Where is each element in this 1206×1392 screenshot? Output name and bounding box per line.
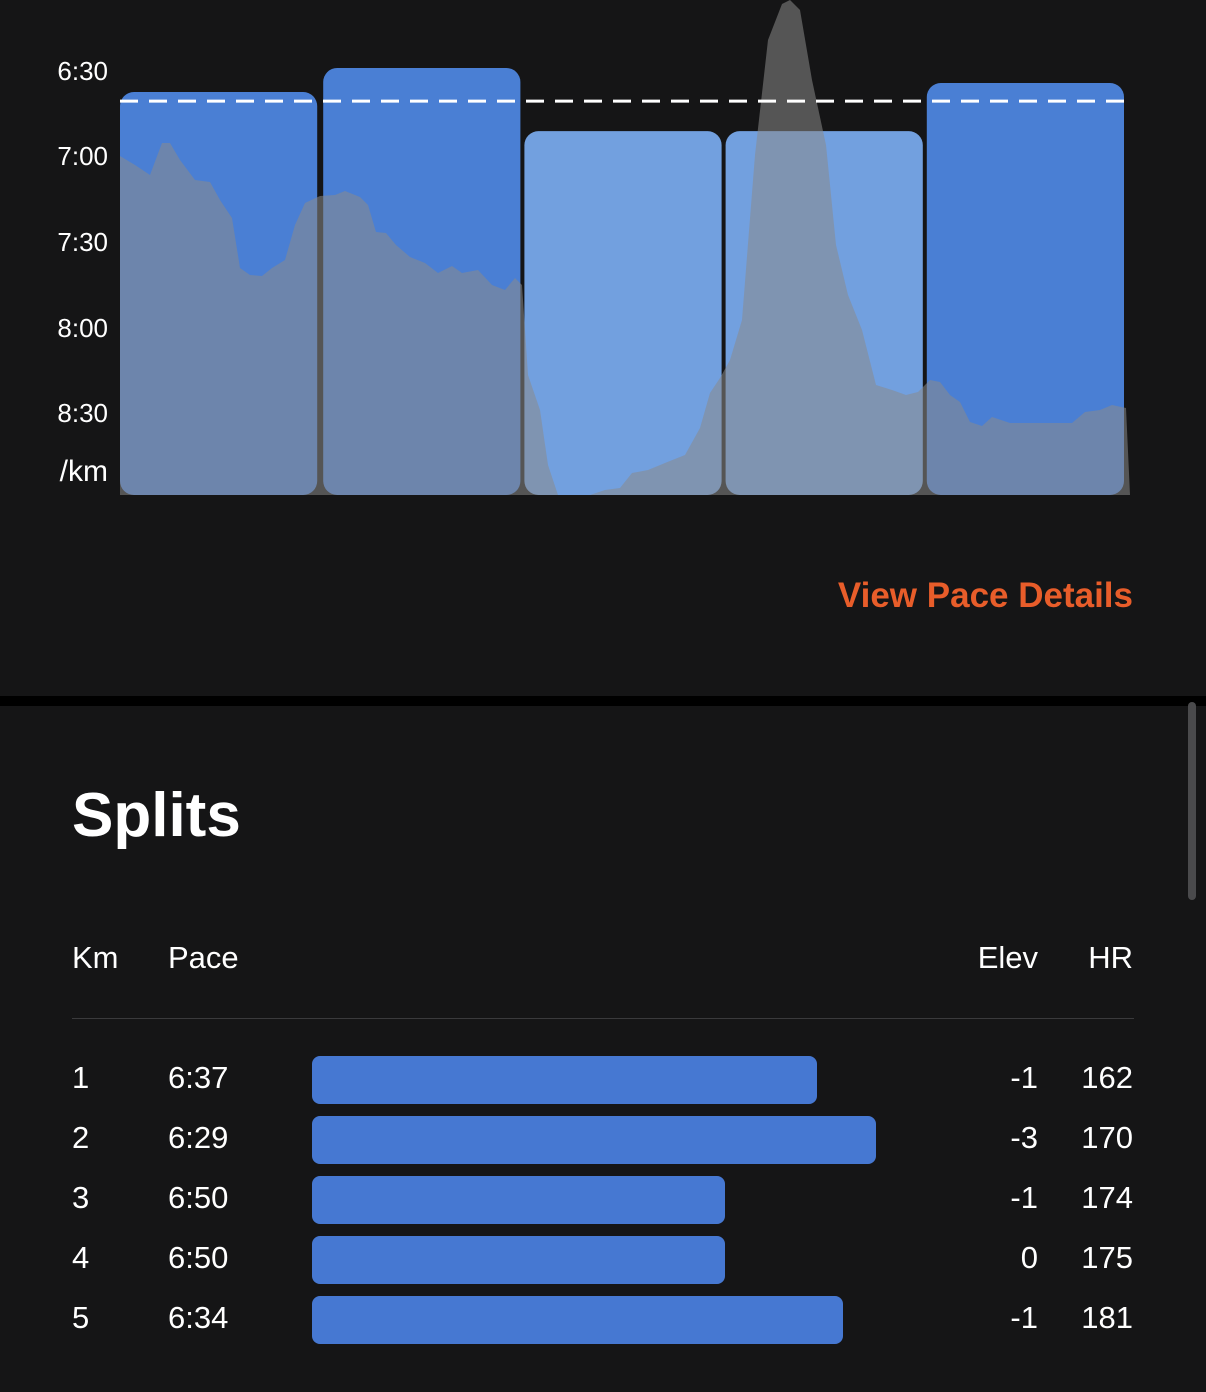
split-hr: 181	[1081, 1300, 1133, 1335]
split-elev: -3	[1010, 1120, 1038, 1155]
split-elev: -1	[1010, 1180, 1038, 1215]
split-hr: 170	[1081, 1120, 1133, 1155]
split-row[interactable]: 4 6:50 0 175	[0, 1236, 1206, 1286]
split-pace: 6:37	[168, 1060, 229, 1095]
split-elev: -1	[1010, 1060, 1038, 1095]
y-unit-label: /km	[59, 455, 108, 488]
split-hr: 175	[1081, 1240, 1133, 1275]
view-pace-details-link[interactable]: View Pace Details	[837, 576, 1133, 615]
y-tick-label: 8:00	[57, 313, 108, 343]
split-row[interactable]: 5 6:34 -1 181	[0, 1296, 1206, 1346]
split-elev: 0	[1020, 1240, 1038, 1275]
split-km: 1	[72, 1060, 90, 1095]
y-tick-label: 7:00	[57, 141, 108, 171]
header-divider	[72, 1018, 1134, 1019]
split-hr: 162	[1081, 1060, 1133, 1095]
split-row[interactable]: 1 6:37 -1 162	[0, 1056, 1206, 1106]
split-pace-bar	[312, 1116, 876, 1164]
header-pace: Pace	[168, 940, 239, 975]
split-pace: 6:50	[168, 1180, 229, 1215]
splits-title: Splits	[72, 781, 241, 850]
pace-bar	[926, 83, 1124, 495]
split-pace-bar	[312, 1176, 725, 1224]
split-elev: -1	[1010, 1300, 1038, 1335]
split-row[interactable]: 2 6:29 -3 170	[0, 1116, 1206, 1166]
split-pace-bar	[312, 1236, 725, 1284]
header-hr: HR	[1088, 940, 1133, 975]
split-km: 5	[72, 1300, 90, 1335]
header-elev: Elev	[977, 940, 1038, 975]
split-pace: 6:50	[168, 1240, 229, 1275]
split-pace: 6:34	[168, 1300, 229, 1335]
split-km: 4	[72, 1240, 90, 1275]
split-pace-bar	[312, 1296, 843, 1344]
scrollbar[interactable]	[1188, 702, 1196, 900]
y-tick-label: 7:30	[57, 227, 108, 257]
split-km: 2	[72, 1120, 90, 1155]
elevation-profile	[120, 0, 1130, 495]
pace-bar	[524, 131, 722, 495]
pace-chart[interactable]	[0, 0, 1206, 560]
header-km: Km	[72, 940, 119, 975]
split-pace-bar	[312, 1056, 817, 1104]
split-row[interactable]: 3 6:50 -1 174	[0, 1176, 1206, 1226]
split-pace: 6:29	[168, 1120, 229, 1155]
split-km: 3	[72, 1180, 90, 1215]
y-tick-label: 6:30	[57, 56, 108, 86]
split-hr: 174	[1081, 1180, 1133, 1215]
y-tick-label: 8:30	[57, 398, 108, 428]
pace-chart-card: 6:30 7:00 7:30 8:00 8:30 /km View Pace D…	[0, 0, 1206, 696]
